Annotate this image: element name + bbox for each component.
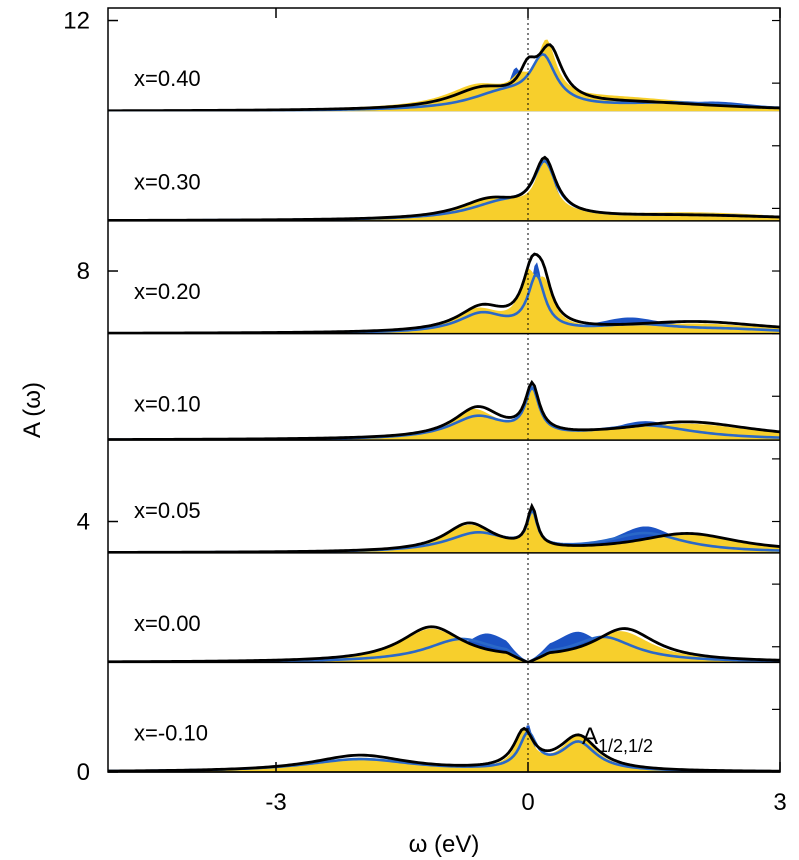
panel-label-5: x=0.00 [134,611,201,636]
yellow-filled-area-3 [108,387,780,441]
black-line-0 [108,43,780,112]
panel-label-1: x=0.30 [134,169,201,194]
axes-layer: -3 0 3 0 4 8 12 ω (eV) A (ω) [19,7,787,858]
black-line-2 [108,252,780,334]
panel-label-2: x=0.20 [134,279,201,304]
black-line-4 [108,502,780,553]
x-tick-label-0: -3 [265,789,286,816]
y-tick-label-3: 12 [63,8,90,35]
yellow-filled-area-0 [108,39,780,112]
panel-6 [108,725,780,773]
yellow-filled-area-4 [108,510,780,553]
black-line-1 [108,155,780,221]
yellow-filled-area-6 [108,728,780,772]
y-tick-label-1: 4 [77,509,90,536]
black-line-6 [108,726,780,773]
y-axis-title: A (ω) [19,382,46,438]
panel-3 [108,379,780,441]
x-axis-title: ω (eV) [409,831,480,858]
panel-label-6: x=-0.10 [134,720,208,745]
panel-5 [108,625,780,664]
panel-2 [108,252,780,335]
y-tick-label-2: 8 [77,258,90,285]
x-tick-label-1: 0 [521,789,534,816]
x-tick-label-2: 3 [773,789,786,816]
panel-1 [108,155,780,222]
yellow-filled-area-2 [108,268,780,334]
panel-0 [108,39,780,112]
panel-label-0: x=0.40 [134,66,201,91]
plot-frame [107,7,781,773]
blue-filled-area-4 [108,509,780,553]
spectral-annotation: A1/2,1/2 [582,723,653,756]
black-line-3 [108,379,780,441]
y-tick-label-0: 0 [77,759,90,786]
black-line-5 [108,625,780,663]
panel-label-4: x=0.05 [134,498,201,523]
panel-label-3: x=0.10 [134,392,201,417]
panel-4 [108,502,780,554]
panels-layer [108,39,780,773]
labels-layer: x=0.40 x=0.30 x=0.20 x=0.10 x=0.05 x=0.00 x=-0… [134,66,653,756]
